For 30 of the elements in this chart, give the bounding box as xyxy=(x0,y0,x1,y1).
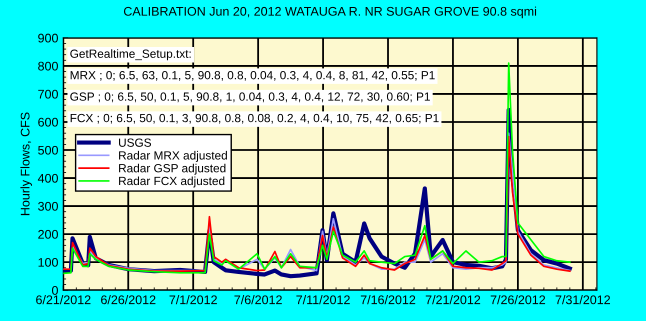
legend-label: Radar FCX adjusted xyxy=(119,176,224,188)
y-tick-label: 0 xyxy=(52,286,58,295)
y-tick-label: 300 xyxy=(38,202,58,211)
legend-label: Radar MRX adjusted xyxy=(119,150,227,162)
annotation: MRX ; 0; 6.5, 63, 0.1, 5, 90.8, 0.8, 0.04, 0.3, 4, 0.4, 8, 81, 42, 0.55; P1 xyxy=(70,70,435,81)
x-tick-label: 6/21/2012 xyxy=(36,295,90,304)
y-tick-label: 100 xyxy=(38,258,58,267)
y-tick-label: 700 xyxy=(38,90,58,99)
x-tick-label: 7/31/2012 xyxy=(556,295,610,304)
line-series xyxy=(63,62,571,274)
x-tick-label: 7/16/2012 xyxy=(360,295,416,304)
chart-title: CALIBRATION Jun 20, 2012 WATAUGA R. NR SUGAR GROVE 90.8 sqmi xyxy=(124,6,536,18)
y-tick-label: 400 xyxy=(38,174,58,183)
legend-label: Radar GSP adjusted xyxy=(119,164,226,175)
y-tick-label: 800 xyxy=(38,62,58,71)
legend-label: USGS xyxy=(119,138,152,147)
x-tick-label: 7/21/2012 xyxy=(426,295,480,304)
annotation: FCX ; 0; 6.5, 50, 0.1, 3, 90.8, 0.8, 0.08, 0.2, 4, 0.4, 10, 75, 42, 0.65; P1 xyxy=(70,114,439,124)
annotation: GetRealtime_Setup.txt: xyxy=(70,49,191,60)
y-tick-label: 200 xyxy=(38,230,58,239)
y-axis-title: Hourly Flows, CFS xyxy=(20,112,32,216)
y-tick-label: 900 xyxy=(38,34,58,43)
x-tick-label: 7/26/2012 xyxy=(490,295,546,304)
y-tick-label: 500 xyxy=(38,146,58,155)
x-tick-label: 7/1/2012 xyxy=(170,295,217,304)
annotation: GSP ; 0; 6.5, 50, 0.1, 5, 90.8, 1, 0.04, 0.3, 4, 0.4, 12, 72, 30, 0.60; P1 xyxy=(70,92,430,102)
x-tick-label: 7/11/2012 xyxy=(296,295,350,304)
x-tick-label: 6/26/2012 xyxy=(101,295,156,304)
y-tick-label: 600 xyxy=(38,118,58,127)
x-tick-label: 7/6/2012 xyxy=(234,295,282,304)
